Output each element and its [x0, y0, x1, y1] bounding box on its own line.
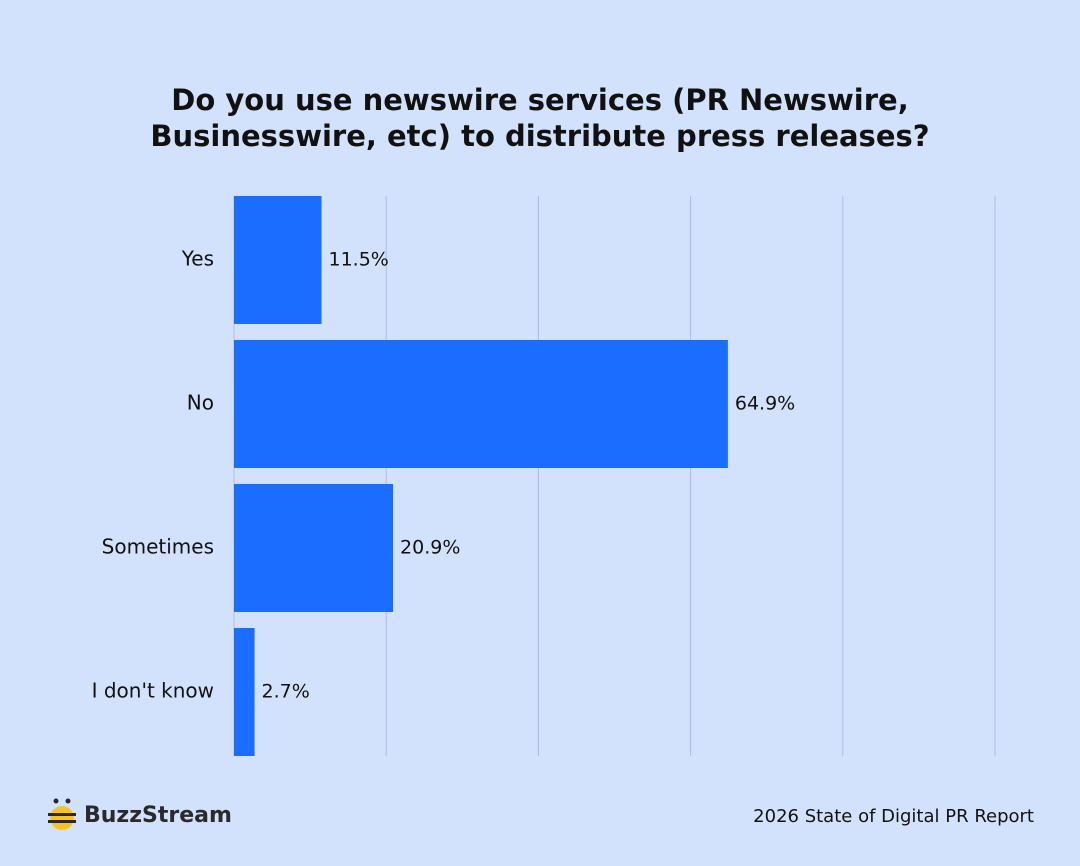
source: 2026 State of Digital PR Report [753, 806, 1034, 827]
bar [234, 196, 322, 324]
logo-icon [48, 798, 76, 830]
y-tick-label: Yes [181, 247, 214, 271]
value-label: 11.5% [329, 249, 389, 271]
chart-title: Do you use newswire services (PR Newswir… [150, 83, 930, 153]
bar [234, 484, 394, 612]
bar [234, 340, 728, 468]
y-tick-label: I don't know [92, 679, 214, 703]
value-label: 20.9% [400, 537, 460, 559]
bar [234, 628, 255, 756]
value-label: 64.9% [735, 393, 795, 415]
y-tick-label: Sometimes [102, 535, 214, 559]
y-tick-label: No [187, 391, 214, 415]
brand: BuzzStream [84, 803, 232, 828]
value-label: 2.7% [262, 681, 310, 703]
